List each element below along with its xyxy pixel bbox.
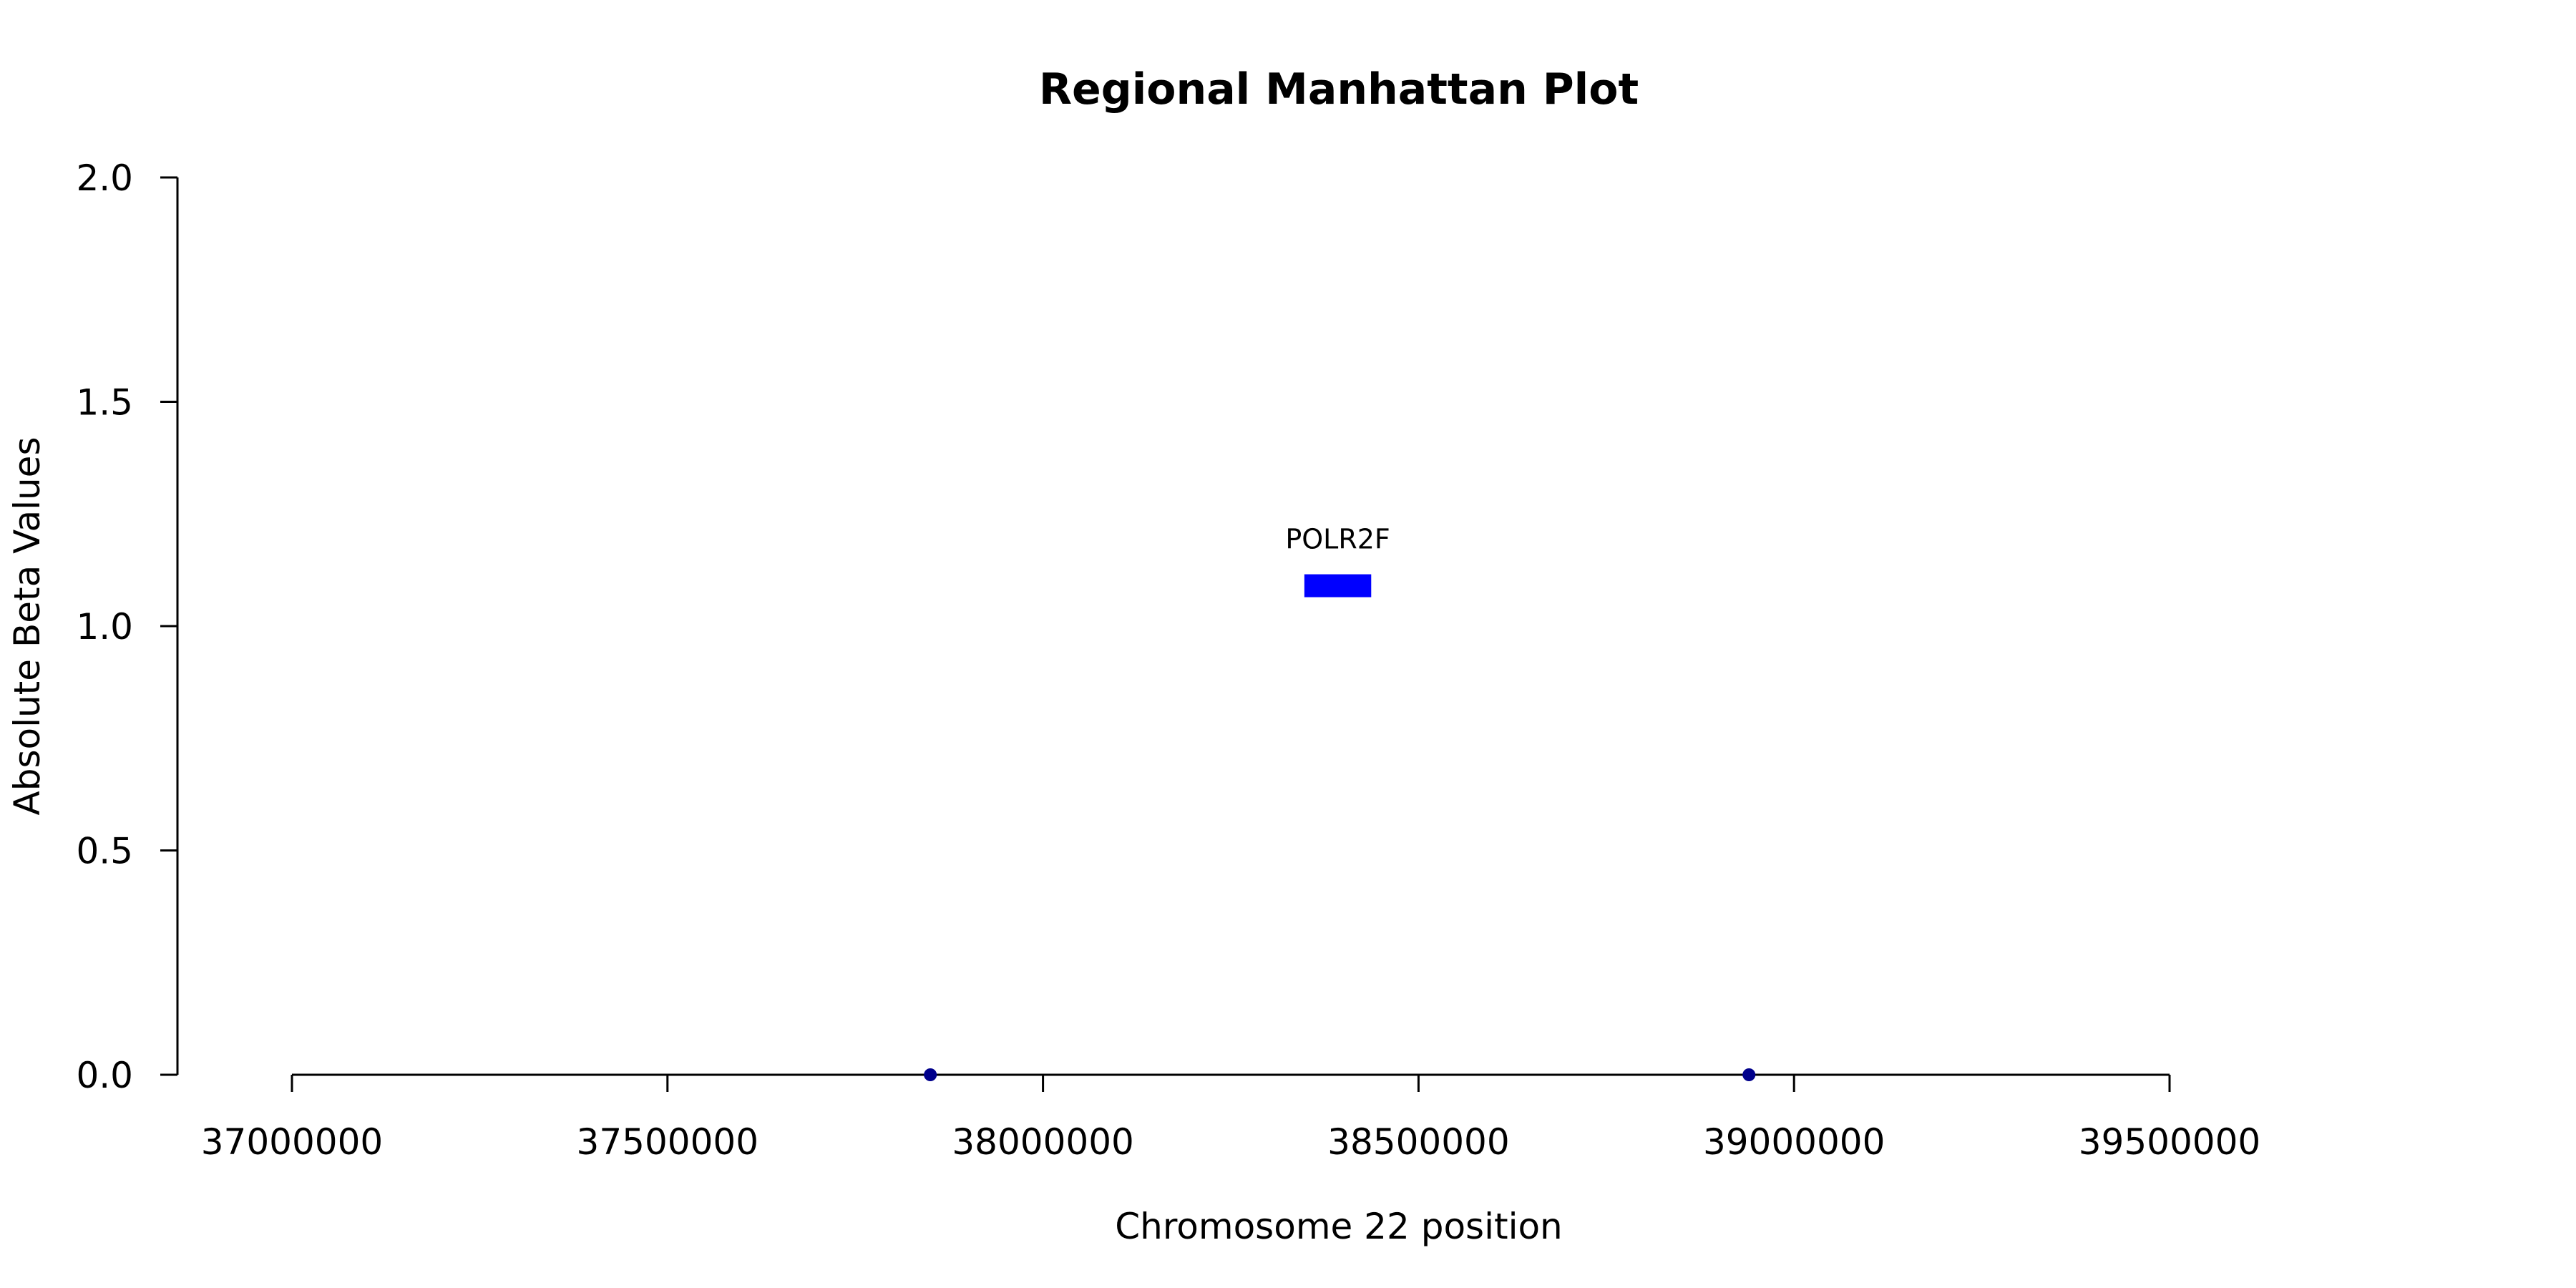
gene-bar bbox=[1304, 574, 1372, 597]
x-tick-label: 37000000 bbox=[201, 1121, 384, 1163]
x-tick-label: 38500000 bbox=[1327, 1121, 1510, 1163]
x-tick-label: 37500000 bbox=[577, 1121, 759, 1163]
data-points bbox=[924, 1068, 1756, 1081]
y-tick-label: 2.0 bbox=[76, 157, 133, 199]
y-tick-label: 0.5 bbox=[76, 831, 133, 872]
data-point bbox=[924, 1068, 937, 1081]
gene-annotations: POLR2F bbox=[1285, 524, 1390, 597]
y-axis: 0.0 0.5 1.0 1.5 2.0 bbox=[76, 157, 179, 1096]
chart-title: Regional Manhattan Plot bbox=[1039, 64, 1639, 114]
y-tick-label: 0.0 bbox=[76, 1055, 133, 1096]
x-tick-label: 39000000 bbox=[1703, 1121, 1885, 1163]
y-tick-label: 1.5 bbox=[76, 382, 133, 424]
gene-label: POLR2F bbox=[1285, 524, 1390, 555]
x-axis: 37000000 37500000 38000000 38500000 39000000… bbox=[201, 1073, 2261, 1163]
y-tick-label: 1.0 bbox=[76, 606, 133, 648]
x-tick-label: 39500000 bbox=[2079, 1121, 2261, 1163]
x-axis-label: Chromosome 22 position bbox=[1115, 1206, 1563, 1247]
x-tick-label: 38000000 bbox=[952, 1121, 1134, 1163]
data-point bbox=[1742, 1068, 1756, 1081]
y-axis-label: Absolute Beta Values bbox=[6, 437, 48, 816]
